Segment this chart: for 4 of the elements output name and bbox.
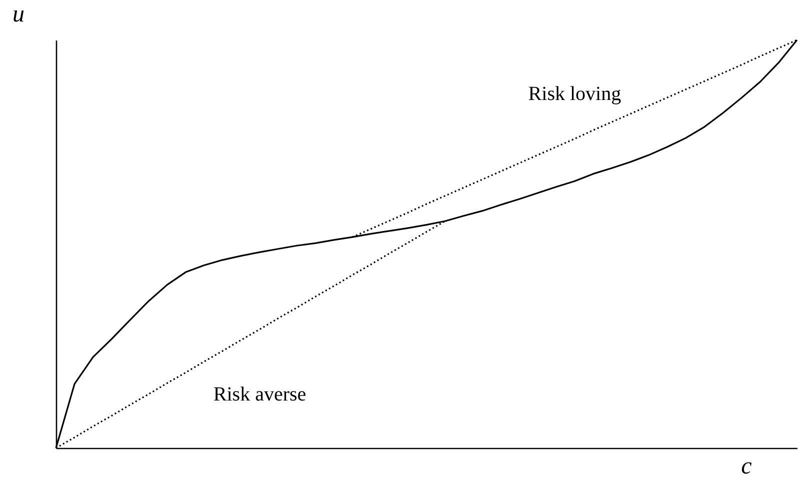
y-axis-title: u bbox=[12, 2, 24, 28]
series-label: Risk loving bbox=[528, 82, 622, 105]
series-label: Risk averse bbox=[213, 384, 306, 406]
x-axis-title: c bbox=[741, 454, 752, 480]
